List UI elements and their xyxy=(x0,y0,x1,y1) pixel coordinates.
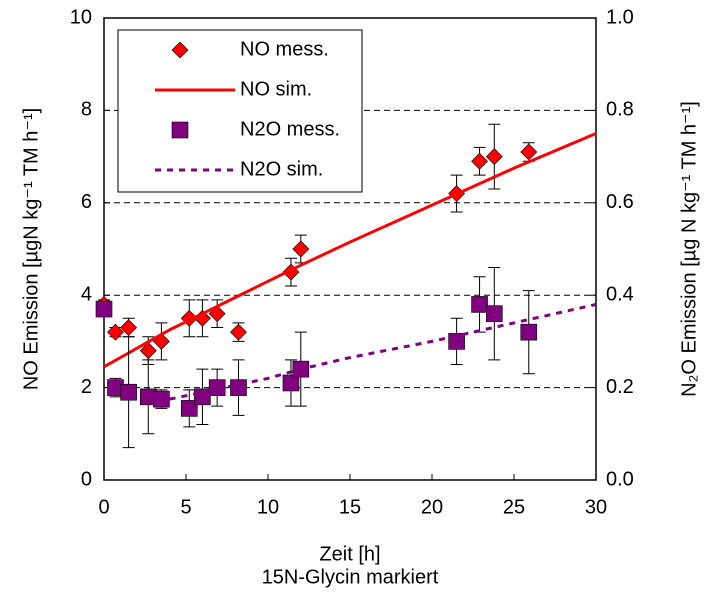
line xyxy=(103,132,597,369)
point xyxy=(230,323,247,341)
point xyxy=(292,240,310,258)
legend-label: NO mess. xyxy=(240,38,329,60)
y2-tick-label: 0.0 xyxy=(606,468,634,490)
y2-tick-label: 0.6 xyxy=(606,191,634,213)
legend-marker xyxy=(171,41,189,59)
plot-frame xyxy=(103,17,597,481)
y2-tick-label: 0.2 xyxy=(606,376,634,398)
x-axis-label: Zeit [h] xyxy=(319,543,380,565)
point xyxy=(520,323,538,341)
point xyxy=(120,383,137,401)
legend-label: NO sim. xyxy=(240,78,312,100)
y2-tick-label: 0.4 xyxy=(606,283,634,305)
y-tick-label: 8 xyxy=(81,99,92,121)
point xyxy=(282,374,300,392)
x-tick-label: 10 xyxy=(257,496,279,518)
y-tick-label: 6 xyxy=(81,191,92,213)
x-tick-label: 25 xyxy=(503,496,525,518)
annotation: 15N-Glycin markiert xyxy=(262,566,439,588)
y-tick-label: 2 xyxy=(81,376,92,398)
y-tick-label: 10 xyxy=(70,6,92,28)
y2-tick-label: 1.0 xyxy=(606,6,634,28)
y2-axis-label: N₂O Emission [µg N kg⁻¹ TM h⁻¹] xyxy=(678,101,700,397)
point xyxy=(471,152,488,170)
point xyxy=(107,323,124,341)
x-tick-label: 20 xyxy=(421,496,443,518)
x-tick-label: 30 xyxy=(585,496,607,518)
y-tick-label: 4 xyxy=(81,283,92,305)
legend-box xyxy=(117,29,363,193)
x-tick-label: 5 xyxy=(180,496,191,518)
legend-label: N2O mess. xyxy=(240,118,340,140)
point xyxy=(139,342,157,360)
point xyxy=(95,300,113,318)
point xyxy=(485,148,503,166)
y2-tick-label: 0.8 xyxy=(606,99,634,121)
point xyxy=(153,390,170,408)
point xyxy=(120,319,138,336)
legend-marker xyxy=(171,121,189,139)
point xyxy=(471,296,488,313)
x-tick-label: 15 xyxy=(339,496,361,518)
y-tick-label: 0 xyxy=(81,468,92,490)
point xyxy=(486,305,503,322)
point xyxy=(520,143,538,161)
line xyxy=(169,302,597,401)
y-axis-label: NO Emission [µgN kg⁻¹ TM h⁻¹] xyxy=(20,108,42,390)
point xyxy=(180,400,198,417)
legend-label: N2O sim. xyxy=(240,158,323,180)
x-tick-label: 0 xyxy=(98,496,109,518)
